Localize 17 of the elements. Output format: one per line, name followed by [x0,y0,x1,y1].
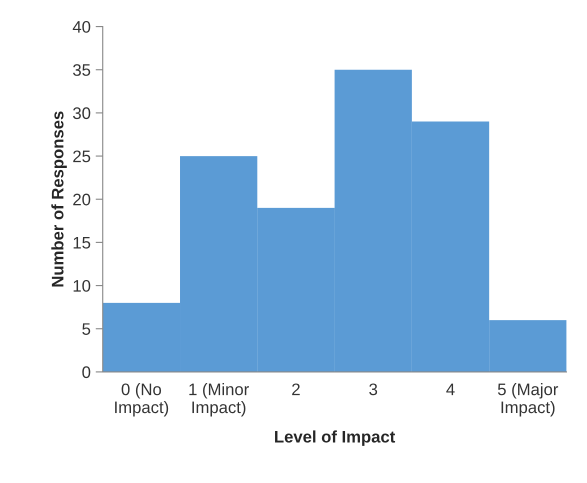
y-tick-label: 0 [82,366,90,378]
x-tick-label: 1 (Minor Impact) [189,383,249,417]
y-tick-label: 40 [72,20,90,33]
y-tick-label: 10 [74,280,90,292]
x-tick-label: 3 [369,383,378,396]
x-axis-title: Level of Impact [275,430,396,446]
x-tick-label: 5 (Major Impact) [498,383,558,417]
y-tick-label: 15 [74,236,90,249]
y-tick-label: 5 [82,323,90,335]
x-tick-label: 4 [446,384,455,396]
y-tick-label: 30 [73,107,90,120]
y-tick-label: 25 [73,150,90,162]
y-axis-title: Number of Responses [51,111,67,287]
x-tick-label: 0 (No Impact) [115,383,168,417]
y-tick-label: 20 [73,194,90,206]
x-tick-label: 2 [292,383,300,396]
y-tick-label: 35 [73,64,90,76]
